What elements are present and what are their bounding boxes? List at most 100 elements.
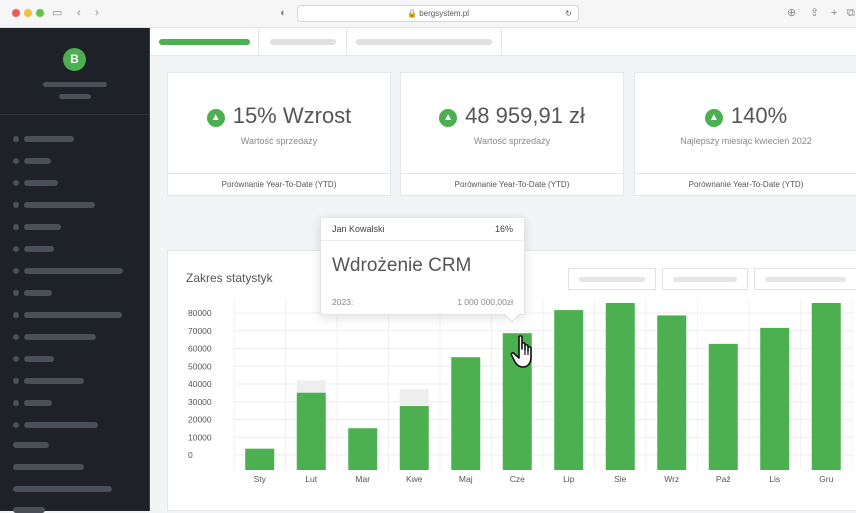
share-icon[interactable]: ⇪ (810, 7, 820, 19)
bar-gru (811, 303, 841, 470)
y-tick-label: 80000 (188, 308, 212, 318)
nav-item-13[interactable] (24, 400, 52, 406)
maximize-window-button[interactable] (36, 9, 44, 17)
reload-icon[interactable]: ↻ (565, 9, 572, 18)
popup-title: Wdrożenie CRM (332, 255, 472, 276)
x-tick-label: Wrz (664, 474, 679, 484)
bar-remainder (296, 380, 326, 393)
bar-sty (245, 448, 275, 470)
download-icon[interactable]: ⊕ (787, 7, 797, 19)
x-tick-label: Maj (459, 474, 473, 484)
y-tick-label: 40000 (188, 379, 212, 389)
nav-item-17[interactable] (13, 486, 112, 492)
nav-item-5[interactable] (24, 224, 61, 230)
logo: B (63, 48, 86, 71)
privacy-shield-icon[interactable]: ◐ (280, 7, 287, 19)
user-role-placeholder (59, 94, 91, 99)
url-text: bergsystem.pl (419, 9, 469, 18)
x-tick-label: Lis (769, 474, 780, 484)
nav-item-14[interactable] (24, 422, 98, 428)
y-tick-label: 70000 (188, 326, 212, 336)
nav-item-15[interactable] (13, 442, 49, 448)
nav-item-icon (13, 246, 19, 252)
x-tick-label: Kwe (406, 474, 423, 484)
minimize-window-button[interactable] (24, 9, 32, 17)
bar-lis (760, 327, 790, 470)
y-tick-label: 50000 (188, 361, 212, 371)
nav-item-8[interactable] (24, 290, 52, 296)
kpi-card-sales: ▲ 48 959,91 zł Wartość sprzedaży Porównan… (400, 72, 624, 196)
popup-percent: 16% (494, 224, 513, 234)
y-tick-label: 0 (188, 450, 193, 460)
kpi-card-growth: ▲ 15% Wzrost Wartość sprzedaży Porównanie… (167, 72, 391, 196)
nav-item-icon (13, 400, 19, 406)
x-tick-label: Mar (355, 474, 370, 484)
new-tab-icon[interactable]: + (831, 7, 838, 19)
tab-overview-icon[interactable]: ⧉ (847, 7, 855, 19)
nav-item-1[interactable] (24, 136, 74, 142)
y-tick-label: 20000 (188, 415, 212, 425)
forward-arrow-icon[interactable]: › (95, 7, 99, 19)
x-tick-label: Paź (716, 474, 731, 484)
y-tick-label: 30000 (188, 397, 212, 407)
hand-pointer-cursor-icon (510, 335, 532, 368)
nav-item-3[interactable] (24, 180, 58, 186)
filter-button-2[interactable] (662, 268, 748, 290)
nav-item-6[interactable] (24, 246, 54, 252)
bar-paź (708, 343, 738, 470)
bar-maj (451, 357, 481, 470)
nav-item-icon (13, 268, 19, 274)
nav-item-2[interactable] (24, 158, 51, 164)
kpi-value: 15% Wzrost (232, 103, 352, 128)
bar-chart: 0 10000 20000 30000 40000 50000 60000 70000 8000… (188, 299, 853, 484)
popup-year-label: 2023: (332, 297, 354, 307)
tab-2[interactable] (259, 28, 347, 56)
sidebar-toggle-icon[interactable]: ▭ (52, 7, 63, 19)
kpi-footer: Porównanie Year-To-Date (YTD) (168, 173, 390, 195)
back-arrow-icon[interactable]: ‹ (77, 7, 81, 19)
nav-item-10[interactable] (24, 334, 96, 340)
nav-item-18[interactable] (13, 507, 45, 513)
arrow-up-circle-icon: ▲ (704, 109, 723, 127)
kpi-label: Wartość sprzedaży (473, 136, 551, 146)
bar-lut (296, 392, 326, 470)
nav-item-16[interactable] (13, 464, 84, 470)
nav-item-icon (13, 356, 19, 362)
filter-button-1[interactable] (568, 268, 656, 290)
x-tick-label: Gru (819, 474, 833, 484)
bar-remainder (399, 389, 429, 407)
y-tick-label: 60000 (188, 344, 212, 354)
arrow-up-circle-icon: ▲ (206, 109, 225, 127)
tab-bar (150, 28, 856, 56)
close-window-button[interactable] (12, 9, 20, 17)
nav-item-icon (13, 224, 19, 230)
kpi-footer: Porównanie Year-To-Date (YTD) (401, 173, 623, 195)
nav-item-12[interactable] (24, 378, 84, 384)
tab-3[interactable] (347, 28, 502, 56)
kpi-label: Wartość sprzedaży (240, 136, 318, 146)
nav-item-icon (13, 378, 19, 384)
nav-item-icon (13, 290, 19, 296)
sidebar: B (0, 28, 150, 513)
filter-button-3[interactable] (754, 268, 856, 290)
popup-amount: 1 000 000,00zł (457, 297, 513, 307)
x-tick-label: Lip (563, 474, 575, 484)
tab-1[interactable] (150, 28, 259, 56)
lock-icon: 🔒 (407, 9, 417, 18)
nav-item-11[interactable] (24, 356, 54, 362)
kpi-value: 48 959,91 zł (465, 103, 585, 128)
nav-item-icon (13, 312, 19, 318)
nav-item-icon (13, 136, 19, 142)
nav-item-7[interactable] (24, 268, 123, 274)
bar-kwe (399, 406, 429, 470)
nav-item-9[interactable] (24, 312, 122, 318)
kpi-card-best-month: ▲ 140% Najlepszy miesiąc kwiecień 2022 Po… (634, 72, 856, 196)
nav-item-4[interactable] (24, 202, 95, 208)
x-tick-label: Sie (614, 474, 627, 484)
address-bar[interactable]: 🔒 bergsystem.pl ↻ (297, 5, 579, 22)
panel-title: Zakres statystyk (186, 271, 273, 285)
bar-sie (605, 303, 635, 470)
kpi-value: 140% (730, 103, 788, 128)
kpi-footer: Porównanie Year-To-Date (YTD) (635, 173, 856, 195)
deal-popup: Jan Kowalski 16% Wdrożenie CRM 2023: 1 0… (320, 217, 525, 323)
